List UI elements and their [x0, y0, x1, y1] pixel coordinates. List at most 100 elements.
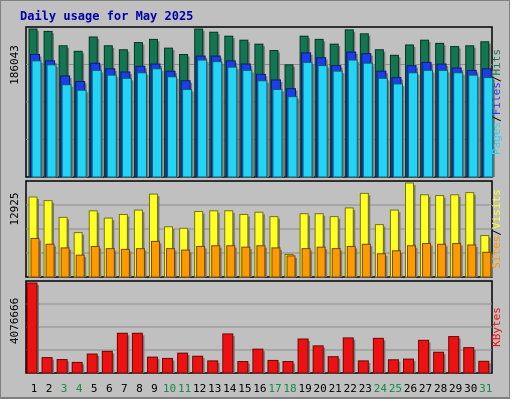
- sites-bar-face: [181, 249, 191, 278]
- kbytes-bar-face: [327, 356, 339, 374]
- sites-bar-face: [256, 245, 266, 278]
- sites-bar-face: [120, 248, 130, 278]
- kbytes-bar: [41, 357, 55, 374]
- sites-bar: [452, 243, 463, 278]
- kbytes-bar: [357, 360, 371, 374]
- kbytes-bar-face: [86, 353, 98, 374]
- kbytes-bar: [403, 358, 416, 374]
- pages-bar: [91, 69, 104, 178]
- pages-bar-face: [242, 69, 253, 178]
- day-label: 2: [46, 382, 53, 395]
- kbytes-bar-face: [71, 361, 83, 374]
- sites-bar-face: [407, 245, 416, 278]
- pages-bar-face: [212, 61, 223, 178]
- sites-bar-face: [361, 243, 371, 278]
- pages-bar: [287, 96, 300, 178]
- day-label: 3: [61, 382, 68, 395]
- sites-bar-face: [166, 248, 176, 278]
- sites-bar: [90, 245, 102, 278]
- kbytes-bar-face: [56, 359, 68, 374]
- sites-bar: [316, 246, 328, 278]
- top-series-labels: Pages/Files/Hits: [490, 49, 503, 155]
- sites-bar: [376, 253, 388, 278]
- pages-bar: [257, 80, 269, 178]
- pages-bar: [317, 65, 330, 178]
- pages-bar: [212, 61, 224, 178]
- sites-bar: [30, 237, 41, 278]
- kbytes-bar: [116, 332, 130, 374]
- pages-bar-face: [227, 66, 238, 178]
- kbytes-bar-face: [448, 336, 460, 374]
- sites-bar: [211, 245, 222, 278]
- pages-bar: [347, 59, 360, 178]
- day-label: 31: [479, 382, 492, 395]
- sites-bar: [75, 254, 87, 278]
- pages-bar: [408, 72, 420, 178]
- sites-bar-face: [452, 243, 462, 278]
- kbytes-bar-face: [418, 339, 430, 374]
- sites-bar: [422, 243, 433, 278]
- pages-bar: [468, 74, 480, 178]
- pages-bar: [453, 72, 465, 178]
- kbytes-bar: [177, 352, 190, 374]
- kbytes-bar-face: [222, 333, 234, 374]
- sites-bar-face: [211, 245, 221, 278]
- sites-bar-face: [437, 243, 447, 278]
- day-label: 29: [449, 382, 462, 395]
- pages-bar-face: [483, 77, 494, 178]
- pages-bar: [332, 70, 345, 178]
- day-label: 5: [91, 382, 98, 395]
- sites-bar-face: [45, 243, 55, 278]
- pages-bar-face: [61, 84, 72, 178]
- pages-bar: [182, 88, 194, 178]
- pages-bar-face: [76, 89, 87, 178]
- sites-bar-face: [75, 254, 85, 278]
- kbytes-bar-face: [312, 345, 324, 374]
- chart-title: Daily usage for May 2025: [20, 9, 194, 23]
- pages-bar: [76, 89, 89, 178]
- sites-bar-face: [226, 245, 236, 278]
- pages-bar-face: [182, 88, 193, 178]
- kbytes-bar: [86, 353, 100, 374]
- pages-bar: [31, 60, 43, 178]
- pages-bar-face: [438, 69, 449, 178]
- top-ymax-label: 186043: [8, 45, 21, 85]
- kbytes-bar: [192, 355, 205, 374]
- pages-bar-face: [91, 69, 102, 178]
- pages-bar-face: [408, 72, 418, 178]
- mid-ymax-label: 12925: [8, 192, 21, 225]
- pages-bar-face: [121, 77, 132, 178]
- pages-bar: [46, 64, 59, 178]
- sites-bar-face: [60, 247, 70, 278]
- pages-bar-face: [453, 72, 464, 178]
- pages-bar: [61, 84, 74, 178]
- day-label: 16: [253, 382, 266, 395]
- sites-bar-face: [316, 246, 326, 278]
- kbytes-bar-face: [463, 347, 475, 374]
- sites-bar-face: [467, 244, 477, 278]
- sites-bar: [135, 248, 147, 278]
- sites-bar-face: [331, 248, 341, 278]
- sites-bar: [271, 247, 282, 278]
- sites-bar: [286, 255, 298, 278]
- kbytes-bar-face: [342, 337, 354, 374]
- kbytes-bar: [282, 361, 296, 374]
- pages-bar-face: [347, 59, 358, 178]
- day-label: 14: [223, 382, 237, 395]
- day-label: 7: [121, 382, 128, 395]
- mid-series-labels: Sites/Visits: [490, 189, 503, 269]
- kbytes-bar: [222, 333, 235, 374]
- day-label: 11: [178, 382, 191, 395]
- hits-legend-label: Hits: [490, 49, 503, 76]
- sites-bar: [45, 243, 57, 278]
- sites-bar: [407, 245, 418, 278]
- kbytes-bar: [297, 338, 311, 374]
- kbytes-bar-face: [372, 337, 384, 374]
- pages-bar-face: [136, 72, 147, 178]
- pages-bar: [483, 77, 495, 178]
- kbytes-bar-face: [101, 350, 113, 374]
- pages-bar-face: [362, 62, 373, 178]
- kbytes-bar: [478, 360, 491, 374]
- day-label: 20: [314, 382, 327, 395]
